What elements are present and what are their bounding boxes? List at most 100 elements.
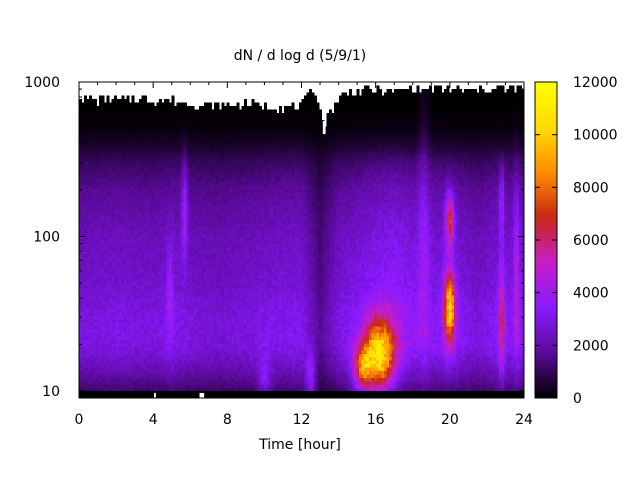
heatmap-cell xyxy=(91,270,95,275)
heatmap-cell xyxy=(116,195,120,200)
heatmap-cell xyxy=(111,291,115,296)
heatmap-cell xyxy=(139,277,143,282)
heatmap-cell xyxy=(89,202,93,207)
heatmap-cell xyxy=(106,140,110,145)
heatmap-cell xyxy=(84,387,88,392)
heatmap-cell xyxy=(89,215,93,220)
heatmap-cell xyxy=(111,373,115,378)
heatmap-cell xyxy=(134,198,138,203)
heatmap-cell xyxy=(101,363,105,368)
heatmap-cell xyxy=(111,250,115,255)
heatmap-cell xyxy=(136,143,140,148)
heatmap-cell xyxy=(94,181,98,186)
heatmap-cell xyxy=(94,257,98,262)
heatmap-cell xyxy=(129,202,133,207)
heatmap-cell xyxy=(124,188,128,193)
heatmap-cell xyxy=(106,277,110,282)
heatmap-cell xyxy=(139,270,143,275)
heatmap-cell xyxy=(114,250,118,255)
heatmap-cell xyxy=(121,301,125,306)
heatmap-cell xyxy=(121,336,125,341)
heatmap-cell xyxy=(121,99,125,104)
heatmap-cell xyxy=(121,339,125,344)
heatmap-cell xyxy=(109,291,113,296)
heatmap-cell xyxy=(106,174,110,179)
heatmap-cell xyxy=(81,311,85,317)
heatmap-cell xyxy=(134,287,138,292)
heatmap-cell xyxy=(111,356,115,361)
heatmap-cell xyxy=(89,174,93,179)
heatmap-cell xyxy=(81,109,85,114)
heatmap-cell xyxy=(139,102,143,107)
heatmap-cell xyxy=(119,305,123,310)
heatmap-cell xyxy=(81,263,85,268)
heatmap-cell xyxy=(81,236,85,241)
heatmap-cell xyxy=(129,270,133,275)
heatmap-cell xyxy=(91,198,95,203)
heatmap-cell xyxy=(91,215,95,220)
heatmap-cell xyxy=(96,287,100,292)
heatmap-cell xyxy=(101,164,105,169)
heatmap-cell xyxy=(131,274,135,279)
heatmap-cell xyxy=(79,205,83,210)
heatmap-cell xyxy=(96,191,100,196)
heatmap-cell xyxy=(106,281,110,286)
heatmap-cell xyxy=(136,205,140,210)
heatmap-cell xyxy=(119,277,123,282)
heatmap-cell xyxy=(94,126,98,131)
heatmap-cell xyxy=(131,308,135,313)
heatmap-cell xyxy=(216,102,220,107)
heatmap-cell xyxy=(121,305,125,310)
heatmap-cell xyxy=(94,140,98,145)
heatmap-cell xyxy=(119,373,123,378)
heatmap-cell xyxy=(119,287,123,292)
heatmap-cell xyxy=(99,195,103,200)
heatmap-cell xyxy=(131,277,135,282)
heatmap-cell xyxy=(131,243,135,248)
heatmap-cell xyxy=(99,387,103,392)
heatmap-cell xyxy=(91,246,95,251)
heatmap-cell xyxy=(139,181,143,186)
heatmap-cell xyxy=(124,119,128,124)
heatmap-cell xyxy=(106,164,110,169)
heatmap-cell xyxy=(89,167,93,172)
heatmap-cell xyxy=(124,291,128,296)
heatmap-cell xyxy=(89,109,93,114)
heatmap-cell xyxy=(106,329,110,334)
heatmap-cell xyxy=(124,215,128,220)
heatmap-cell xyxy=(134,387,138,392)
heatmap-cell xyxy=(116,133,120,138)
heatmap-cell xyxy=(94,205,98,210)
heatmap-cell xyxy=(96,281,100,286)
heatmap-cell xyxy=(96,106,100,111)
heatmap-cell xyxy=(89,116,93,121)
heatmap-cell xyxy=(101,109,105,114)
heatmap-cell xyxy=(81,342,85,347)
heatmap-cell xyxy=(131,191,135,196)
heatmap-cell xyxy=(91,205,95,210)
heatmap-cell xyxy=(109,171,113,176)
heatmap-cell xyxy=(99,226,103,231)
heatmap-cell xyxy=(101,154,105,159)
heatmap-cell xyxy=(121,112,125,117)
heatmap-cell xyxy=(129,308,133,313)
heatmap-cell xyxy=(91,222,95,227)
heatmap-cell xyxy=(124,222,128,227)
heatmap-cell xyxy=(101,346,105,351)
heatmap-cell xyxy=(139,377,143,382)
heatmap-cell xyxy=(109,143,113,148)
heatmap-cell xyxy=(106,287,110,292)
heatmap-cell xyxy=(94,178,98,183)
heatmap-cell xyxy=(114,229,118,234)
heatmap-cell xyxy=(119,171,123,176)
heatmap-cell xyxy=(94,342,98,347)
heatmap-cell xyxy=(121,133,125,138)
heatmap-cell xyxy=(126,109,130,114)
heatmap-cell xyxy=(121,267,125,272)
heatmap-cell xyxy=(221,102,225,107)
heatmap-cell xyxy=(86,112,90,117)
heatmap-cell xyxy=(136,106,140,111)
heatmap-cell xyxy=(134,318,138,323)
heatmap-cell xyxy=(99,277,103,282)
heatmap-cell xyxy=(101,373,105,378)
